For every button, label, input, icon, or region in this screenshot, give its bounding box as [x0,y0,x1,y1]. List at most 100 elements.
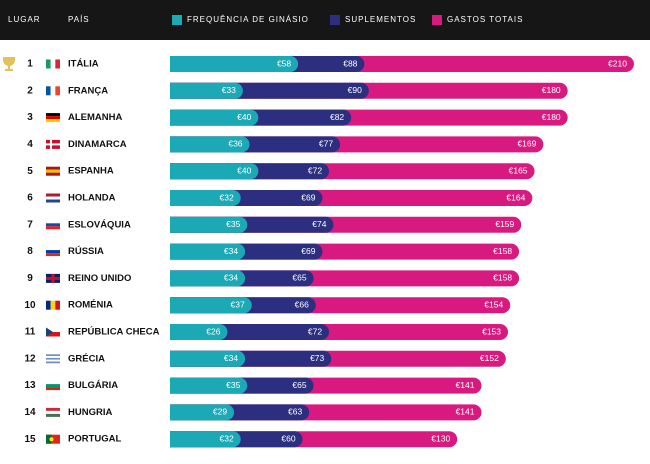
flag [55,86,60,96]
value-label: €73 [310,353,324,363]
value-label: €77 [319,139,333,149]
rank: 8 [27,246,33,257]
country-label: HUNGRIA [68,407,112,418]
flag [46,226,60,230]
value-label: €69 [301,246,315,256]
value-label: €152 [480,353,499,363]
flag [46,199,60,203]
flag [46,113,60,117]
flag [50,86,56,96]
flag [46,359,60,362]
country-label: ALEMANHA [68,112,122,123]
country-header: PAÍS [68,15,90,24]
legend-label: GASTOS TOTAIS [447,15,523,24]
legend-swatch [172,15,182,25]
flag [46,407,60,411]
flag [46,381,60,385]
flag [46,354,60,357]
flag [46,357,60,360]
value-label: €165 [509,165,528,175]
flag [46,413,60,417]
value-label: €69 [301,192,315,202]
rank: 13 [24,380,36,391]
value-label: €29 [213,407,227,417]
flag [46,116,60,120]
country-label: DINAMARCA [68,139,127,150]
value-label: €66 [295,299,309,309]
flag [50,59,56,69]
legend-swatch [330,15,340,25]
country-label: ROMÉNIA [68,300,113,311]
flag [46,223,60,227]
value-label: €74 [312,219,326,229]
flag [46,172,60,176]
value-label: €158 [493,273,512,283]
country-label: REPÚBLICA CHECA [68,326,160,338]
flag [46,86,51,96]
rank: 7 [27,219,33,230]
flag [46,327,60,332]
rank: 3 [27,112,33,123]
value-label: €63 [288,407,302,417]
value-label: €34 [224,273,238,283]
flag [46,193,60,197]
country-label: GRÉCIA [68,353,105,364]
value-label: €164 [506,192,525,202]
flag [46,166,60,170]
bar [170,243,246,260]
rank: 12 [24,353,36,364]
bar [170,216,248,233]
value-label: €141 [456,407,475,417]
country-label: ESPANHA [68,166,114,177]
flag [50,300,56,310]
rank: 5 [27,166,33,177]
flag [55,300,60,310]
flag [46,387,60,391]
value-label: €58 [277,58,291,68]
value-label: €34 [224,246,238,256]
bar [170,431,241,448]
country-label: RÚSSIA [68,245,104,257]
value-label: €180 [542,112,561,122]
value-label: €72 [308,326,322,336]
value-label: €40 [237,165,251,175]
flag [46,247,60,251]
value-label: €90 [348,85,362,95]
bar [170,350,246,367]
bar [170,82,243,99]
flag [46,356,60,358]
flag [46,384,60,388]
value-label: €141 [456,380,475,390]
value-label: €33 [222,85,236,95]
rank: 10 [24,300,36,311]
value-label: €158 [493,246,512,256]
flag [46,327,53,337]
flag [46,169,60,173]
rank: 9 [27,273,33,284]
bar [170,136,250,153]
rank-header: LUGAR [8,15,41,24]
flag [46,253,60,257]
bar [170,190,241,206]
country-label: FRANÇA [68,85,108,96]
value-label: €153 [482,326,501,336]
rank: 15 [24,434,36,445]
value-label: €35 [226,380,240,390]
legend-swatch [432,15,442,25]
value-label: €60 [281,433,295,443]
rank: 6 [27,193,33,204]
flag [46,143,60,146]
rank: 14 [24,407,36,418]
bar [170,404,235,421]
trophy [3,57,15,71]
flag [55,59,60,69]
flag [46,300,51,310]
value-label: €169 [517,139,536,149]
flag [49,437,54,442]
flag [46,410,60,414]
value-label: €40 [237,112,251,122]
flag [46,361,60,364]
value-label: €35 [226,219,240,229]
value-label: €32 [220,192,234,202]
